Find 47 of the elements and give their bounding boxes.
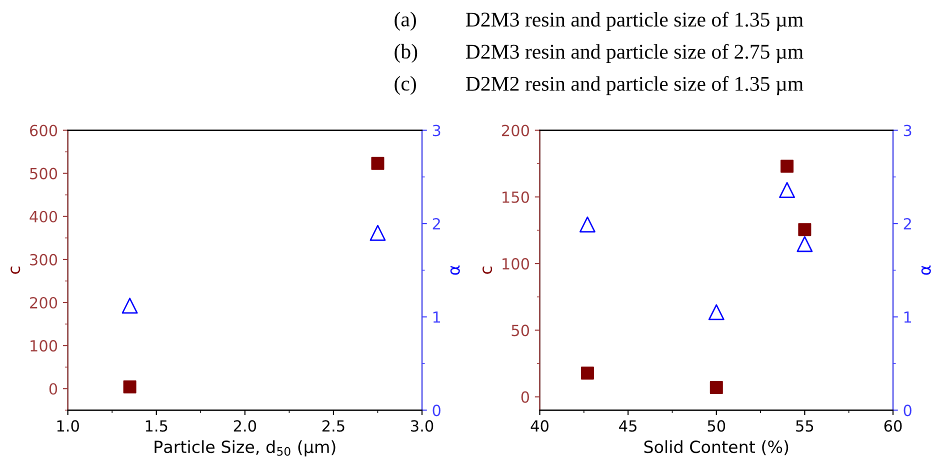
x-tick-label: 2.0 xyxy=(234,420,256,432)
y2-axis-title: α xyxy=(921,266,931,275)
y-axis-title: c xyxy=(10,266,20,274)
y-tick-label: 100 xyxy=(502,258,530,270)
y2-axis-title: α xyxy=(450,266,460,275)
y-tick-label: 100 xyxy=(30,340,58,352)
y2-tick-label: 3 xyxy=(904,124,912,136)
x-tick-label: 55 xyxy=(796,420,814,432)
point xyxy=(580,366,594,380)
text: (a) D2M3 resin and particle size of 1.35 µm xyxy=(394,12,804,31)
x-axis-title: Particle Size, d$_{50}$ (µm) xyxy=(154,440,336,456)
y-tick-label: 600 xyxy=(30,124,58,136)
x-tick-label: 60 xyxy=(884,420,902,432)
x-tick-label: 50 xyxy=(708,420,726,432)
y-tick-label: 200 xyxy=(502,124,530,136)
point xyxy=(579,216,596,232)
point xyxy=(796,236,813,252)
point xyxy=(779,182,796,198)
x-tick-label: 3.0 xyxy=(411,420,434,432)
point xyxy=(708,304,724,320)
y-tick-label: 500 xyxy=(30,168,58,180)
text: (c) D2M2 resin and particle size of 1.35 µm xyxy=(394,76,804,96)
y-tick-label: 0 xyxy=(521,391,530,403)
y-tick-label: 200 xyxy=(30,296,58,309)
x-tick-label: 2.5 xyxy=(322,420,344,432)
y-tick-label: 0 xyxy=(49,383,58,395)
y2-tick-label: 1 xyxy=(904,312,912,323)
y-tick-label: 50 xyxy=(512,324,530,336)
x-axis-title: Solid Content (%) xyxy=(644,440,788,456)
y-tick-label: 150 xyxy=(502,191,530,203)
x-tick-label: 40 xyxy=(530,420,548,432)
y-axis-title: c xyxy=(482,266,492,274)
y2-tick-label: 1 xyxy=(433,312,440,323)
y-tick-label: 400 xyxy=(30,210,58,222)
y2-tick-label: 0 xyxy=(904,404,912,416)
point xyxy=(710,381,723,394)
y2-tick-label: 2 xyxy=(904,218,911,230)
point xyxy=(798,223,812,236)
point xyxy=(780,160,794,173)
text: (b) D2M3 resin and particle size of 2.75 µm xyxy=(394,44,804,63)
x-tick-label: 45 xyxy=(619,420,636,432)
y-tick-label: 300 xyxy=(30,254,58,266)
x-tick-label: 1.0 xyxy=(57,420,79,432)
y2-tick-label: 0 xyxy=(432,404,440,416)
y2-tick-label: 3 xyxy=(432,124,440,136)
x-tick-label: 1.5 xyxy=(146,420,168,432)
y2-tick-label: 2 xyxy=(432,218,440,230)
